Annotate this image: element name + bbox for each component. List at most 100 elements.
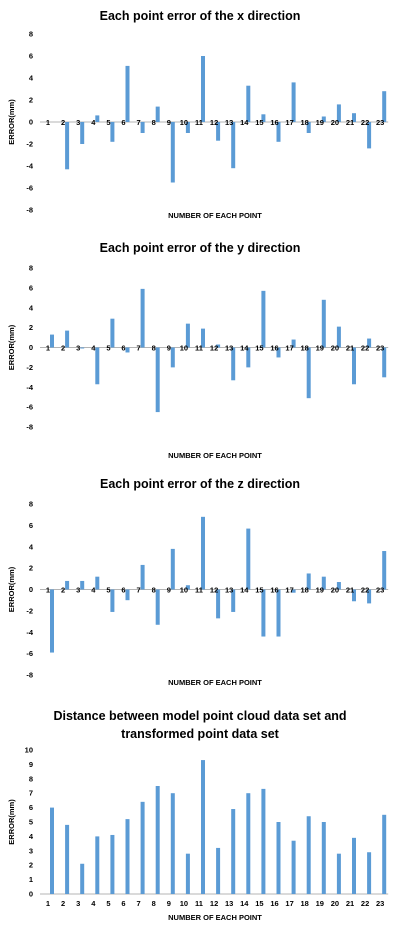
bar-point-9 xyxy=(170,122,175,183)
x-tick-label: 3 xyxy=(76,344,80,353)
bar-point-13 xyxy=(231,809,236,894)
x-tick-label: 20 xyxy=(331,586,339,595)
chart-title-line: Distance between model point cloud data … xyxy=(53,709,346,723)
x-tick-label: 11 xyxy=(195,344,203,353)
bar-point-5 xyxy=(110,122,115,142)
x-tick-label: 13 xyxy=(225,344,233,353)
x-tick-label: 14 xyxy=(240,899,249,908)
bar-point-7 xyxy=(140,564,145,590)
x-tick-label: 5 xyxy=(106,118,110,127)
x-tick-label: 7 xyxy=(137,586,141,595)
x-tick-label: 16 xyxy=(270,344,278,353)
y-tick-label: -6 xyxy=(26,184,33,193)
y-tick-label: 4 xyxy=(29,303,34,312)
bar-point-21 xyxy=(352,589,356,602)
y-tick-label: 0 xyxy=(29,118,33,127)
bar-point-4 xyxy=(95,836,100,894)
bar-point-19 xyxy=(321,299,326,348)
x-tick-label: 7 xyxy=(137,118,141,127)
x-axis-label: NUMBER OF EACH POINT xyxy=(168,678,262,687)
chart-title: Each point error of the x direction xyxy=(100,9,301,23)
x-tick-label: 3 xyxy=(76,586,80,595)
x-tick-label: 2 xyxy=(61,899,65,908)
bar-point-19 xyxy=(321,116,326,122)
bar-point-21 xyxy=(352,347,356,385)
y-tick-label: 9 xyxy=(29,760,33,769)
bar-point-20 xyxy=(336,326,341,348)
bar-point-22 xyxy=(367,852,372,894)
chart-2: Each point error of the y direction86420… xyxy=(7,241,389,460)
x-tick-label: 18 xyxy=(301,118,309,127)
bar-point-17 xyxy=(291,339,296,348)
x-tick-label: 15 xyxy=(255,118,263,127)
y-tick-label: 2 xyxy=(29,323,33,332)
y-tick-label: 6 xyxy=(29,52,33,61)
x-tick-label: 9 xyxy=(167,899,171,908)
x-tick-label: 16 xyxy=(270,586,278,595)
x-tick-label: 23 xyxy=(376,118,384,127)
x-tick-label: 22 xyxy=(361,344,369,353)
bar-point-20 xyxy=(336,104,341,122)
bar-point-21 xyxy=(352,113,356,122)
x-tick-label: 6 xyxy=(121,118,125,127)
bar-point-8 xyxy=(155,106,160,122)
x-tick-label: 21 xyxy=(346,899,354,908)
x-tick-label: 12 xyxy=(210,118,218,127)
x-tick-label: 23 xyxy=(376,586,384,595)
x-tick-label: 1 xyxy=(46,586,50,595)
x-tick-label: 17 xyxy=(285,586,293,595)
x-tick-label: 3 xyxy=(76,118,80,127)
x-tick-label: 18 xyxy=(301,344,309,353)
bar-point-6 xyxy=(125,819,130,894)
bar-point-11 xyxy=(201,516,205,590)
bar-point-17 xyxy=(291,840,296,894)
y-tick-label: -4 xyxy=(26,383,33,392)
x-tick-label: 15 xyxy=(255,586,263,595)
x-tick-label: 18 xyxy=(301,899,309,908)
y-tick-label: 10 xyxy=(25,746,33,755)
bar-point-3 xyxy=(80,863,85,894)
x-tick-label: 19 xyxy=(316,586,324,595)
y-tick-label: 4 xyxy=(29,542,34,551)
bar-point-7 xyxy=(140,122,145,133)
bar-point-18 xyxy=(306,347,311,399)
x-tick-label: 23 xyxy=(376,899,384,908)
bar-point-2 xyxy=(65,824,70,894)
x-tick-label: 4 xyxy=(91,344,96,353)
y-tick-label: 2 xyxy=(29,861,33,870)
bar-point-19 xyxy=(321,576,326,590)
y-tick-label: 4 xyxy=(29,74,34,83)
x-tick-label: 5 xyxy=(106,899,110,908)
x-tick-label: 14 xyxy=(240,118,249,127)
bar-point-13 xyxy=(231,122,236,169)
y-tick-label: 6 xyxy=(29,803,33,812)
x-tick-label: 2 xyxy=(61,118,65,127)
x-tick-label: 2 xyxy=(61,344,65,353)
y-tick-label: -2 xyxy=(26,363,33,372)
chart-title: Each point error of the z direction xyxy=(100,477,300,491)
x-tick-label: 21 xyxy=(346,586,354,595)
bar-point-15 xyxy=(261,290,266,348)
bar-point-18 xyxy=(306,573,311,590)
x-tick-label: 15 xyxy=(255,344,263,353)
x-axis-label: NUMBER OF EACH POINT xyxy=(168,451,262,460)
x-tick-label: 4 xyxy=(91,899,96,908)
x-tick-label: 15 xyxy=(255,899,263,908)
bar-point-7 xyxy=(140,288,145,348)
x-tick-label: 12 xyxy=(210,344,218,353)
y-axis-label: ERROR(mm) xyxy=(7,799,16,845)
x-tick-label: 10 xyxy=(180,344,188,353)
bar-point-13 xyxy=(231,347,236,381)
x-tick-label: 2 xyxy=(61,586,65,595)
bar-point-14 xyxy=(246,85,251,122)
bar-point-1 xyxy=(50,334,54,348)
bar-point-22 xyxy=(367,589,372,604)
bar-point-16 xyxy=(276,122,281,142)
y-tick-label: 8 xyxy=(29,264,33,273)
bar-point-22 xyxy=(367,122,372,149)
bar-point-14 xyxy=(246,528,251,590)
y-axis-label: ERROR(mm) xyxy=(7,99,16,145)
chart-title: Each point error of the y direction xyxy=(100,241,301,255)
bar-point-4 xyxy=(95,347,100,385)
